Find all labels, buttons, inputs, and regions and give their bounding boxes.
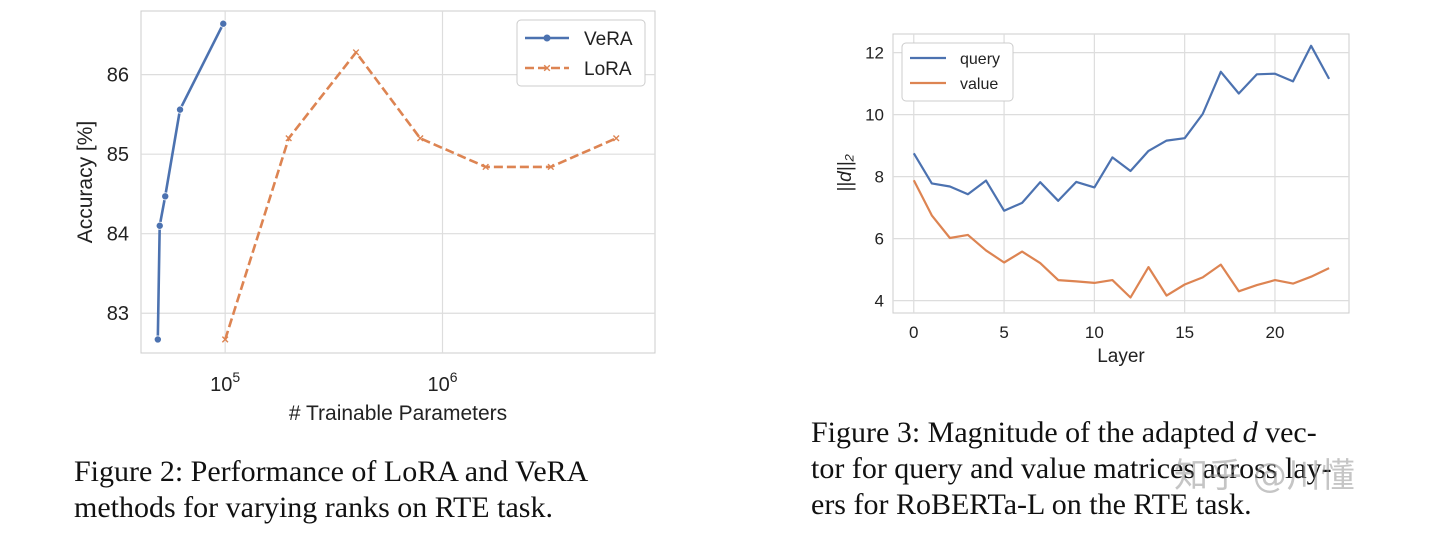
fig3-y-tick-label: 6 (875, 230, 884, 249)
fig2-y-tick-label: 83 (107, 303, 129, 325)
fig3-y-tick-label: 4 (875, 292, 884, 311)
fig3-x-axis-label: Layer (1097, 346, 1145, 367)
fig3-caption-line1-var: d (1242, 416, 1258, 449)
fig3-legend-label-value: value (960, 76, 998, 93)
fig3-caption-line2: tor for query and value matrices across … (811, 452, 1332, 485)
fig2-legend-marker-vera (543, 34, 551, 42)
fig3-x-tick-label: 10 (1085, 323, 1104, 342)
fig2-point-lora (416, 134, 424, 142)
fig3-y-tick-label: 10 (865, 106, 884, 125)
fig2-legend-x-marker (543, 64, 551, 72)
fig3-line-query (912, 44, 1331, 212)
fig3-line-value (912, 179, 1330, 299)
fig2-point-lora (285, 134, 292, 142)
figure2-chart: 83 84 85 86 105 106 # Trainable Parameters A… (74, 10, 656, 425)
fig2-legend: VeRA LoRA (516, 19, 646, 87)
fig2-y-axis-label: Accuracy [%] (74, 121, 97, 244)
fig3-x-tick-label: 0 (909, 323, 918, 342)
fig2-y-tick-label: 84 (107, 224, 129, 246)
fig2-caption-line2: methods for varying ranks on RTE task. (74, 491, 553, 524)
fig2-gridlines (141, 11, 655, 353)
fig3-y-tick-labels: 4 6 8 10 12 (865, 44, 884, 311)
fig2-point-vera (153, 335, 162, 344)
figure2-caption: Figure 2: Performance of LoRA and VeRA m… (74, 454, 674, 526)
fig2-point-lora (547, 163, 555, 171)
fig3-y-tick-label: 8 (875, 168, 884, 187)
fig3-caption-line3: ers for RoBERTa-L on the RTE task. (811, 488, 1252, 521)
fig2-x-tick-labels: 105 106 (210, 369, 458, 396)
fig2-point-lora (612, 134, 620, 142)
fig2-legend-marker-lora (543, 64, 551, 72)
fig2-y-tick-label: 86 (107, 65, 129, 87)
fig3-y-axis-label: ||d||₂ (835, 153, 856, 191)
fig3-x-tick-labels: 0 5 10 15 20 (909, 323, 1284, 342)
figure3-caption: Figure 3: Magnitude of the adapted d vec… (811, 415, 1411, 523)
fig3-caption-line1-post: vec- (1257, 416, 1317, 449)
figure3-chart: 4 6 8 10 12 0 5 10 15 20 Layer ||d||₂ query valu… (835, 33, 1350, 367)
fig2-legend-label-lora: LoRA (584, 59, 632, 80)
fig2-series (153, 19, 620, 344)
fig2-legend-label-vera: VeRA (584, 29, 633, 50)
fig2-caption-line1: Figure 2: Performance of LoRA and VeRA (74, 455, 589, 488)
fig3-x-tick-label: 20 (1265, 323, 1284, 342)
fig3-caption-line1-pre: Figure 3: Magnitude of the adapted (811, 416, 1243, 449)
fig2-point-vera (176, 105, 185, 114)
fig2-x-axis-label: # Trainable Parameters (289, 402, 507, 425)
fig2-point-lora (352, 49, 360, 56)
fig3-x-tick-label: 15 (1175, 323, 1194, 342)
fig2-point-vera (219, 19, 228, 28)
fig2-point-vera (161, 192, 170, 201)
fig2-y-tick-labels: 83 84 85 86 (107, 65, 129, 326)
watermark: 知乎 @川懂 (1174, 456, 1355, 496)
fig2-y-tick-label: 85 (107, 144, 129, 166)
fig3-x-tick-label: 5 (999, 323, 1008, 342)
fig2-x-tick-label: 106 (427, 369, 457, 396)
fig2-point-vera (155, 221, 164, 230)
fig2-point-lora (221, 336, 229, 343)
fig3-legend-label-query: query (960, 51, 1000, 68)
fig3-series (912, 44, 1331, 299)
fig2-point-lora (482, 163, 489, 171)
fig3-caption-line1: Figure 3: Magnitude of the adapted d vec… (811, 415, 1411, 451)
fig2-x-tick-label: 105 (210, 369, 240, 396)
fig3-y-tick-label: 12 (865, 44, 884, 63)
fig3-legend: query value (901, 42, 1014, 102)
